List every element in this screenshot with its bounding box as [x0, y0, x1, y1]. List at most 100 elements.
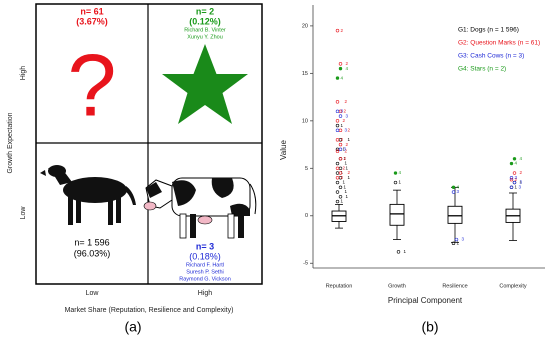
outlier-tag: 4: [520, 156, 523, 161]
matrix-frame: [35, 3, 263, 285]
x-tick-label: Reputation: [326, 283, 353, 289]
outlier: [396, 250, 401, 254]
outlier: [509, 185, 514, 189]
outlier: [335, 109, 340, 114]
outlier-tag: 4: [341, 75, 344, 80]
outlier-tag: 2: [345, 148, 348, 153]
outlier-tag: 2: [343, 118, 346, 123]
outlier-tag: 1: [344, 184, 347, 189]
outlier: [338, 157, 343, 161]
outlier: [335, 28, 340, 33]
y-tick-label: 5: [305, 166, 308, 172]
outlier: [335, 138, 340, 142]
x-axis-title: Principal Component: [388, 296, 463, 305]
y-tick-label: 15: [302, 71, 308, 77]
outlier-tag: 2: [515, 177, 518, 182]
box: [447, 205, 463, 224]
y-tick-label: 20: [302, 23, 308, 29]
outlier: [338, 195, 343, 199]
y-title: Growth Expectation: [7, 112, 14, 173]
quadrant-count: n= 3: [196, 241, 214, 251]
box: [389, 203, 405, 226]
outlier: [338, 147, 343, 152]
outlier-tag: 1: [399, 180, 402, 185]
star-icon: [162, 44, 248, 124]
outlier: [509, 176, 514, 180]
outlier: [335, 190, 340, 194]
cow-icon: [143, 177, 257, 239]
outlier: [335, 100, 340, 104]
caption: (b): [421, 319, 438, 335]
legend-entry: G4: Stars (n = 2): [458, 66, 506, 73]
legend-entry: G3: Cash Cows (n = 3): [458, 53, 524, 60]
outlier-tag: 2: [348, 170, 351, 175]
outlier-tag: 3: [345, 128, 348, 133]
outlier: [338, 142, 343, 147]
outlier-tag: 1: [348, 175, 351, 180]
author: Raymond G. Vickson: [179, 276, 231, 282]
outlier: [393, 171, 398, 175]
question-mark-icon: ?: [68, 35, 117, 134]
outlier: [338, 114, 343, 118]
outlier: [509, 161, 514, 166]
x-tick-label: Growth: [388, 283, 406, 289]
outlier-tag: 4: [457, 184, 460, 189]
outlier: [338, 62, 343, 66]
outlier-tag: 2: [341, 175, 344, 180]
outlier: [451, 185, 456, 189]
outlier-tag: 1: [341, 123, 344, 128]
outlier: [512, 157, 517, 161]
outlier-tag: 2: [346, 61, 349, 66]
outlier: [335, 199, 340, 204]
y-tick-label: 10: [302, 118, 308, 124]
outlier-tag: 4: [399, 170, 402, 175]
outlier: [512, 180, 517, 185]
outlier-tag: 1: [404, 249, 407, 254]
outlier: [335, 76, 340, 80]
y-tick-label: 0: [305, 213, 308, 219]
outlier: [338, 66, 343, 71]
outlier-tag: 1: [515, 184, 518, 189]
outlier-tag: 3: [462, 237, 465, 242]
outlier-tag: 2: [520, 170, 523, 175]
quadrant-share: (0.12%): [189, 16, 221, 26]
outlier: [335, 161, 340, 166]
outlier-tag: 3: [519, 184, 522, 189]
outlier: [335, 149, 340, 153]
y-axis-title: Value: [279, 140, 288, 160]
author: Richard F. Hartl: [186, 262, 224, 268]
x-tick-label: Resilience: [442, 283, 467, 289]
outlier: [338, 185, 343, 189]
outlier-tag: 3: [346, 113, 349, 118]
dog-icon: [40, 165, 136, 225]
x-title: Market Share (Reputation, Resilience and…: [65, 307, 234, 314]
outlier-tag: 2: [344, 109, 347, 114]
quadrant-share: (96.03%): [74, 248, 111, 258]
outlier-tag: 2: [345, 99, 348, 104]
quadrant-share: (0.18%): [189, 251, 221, 261]
outlier-tag: 1: [344, 156, 347, 161]
outlier-tag: 3: [344, 147, 347, 152]
outlier: [335, 180, 340, 185]
matrix-panel: Growth Expectation High Low Low High Mar…: [7, 3, 263, 335]
outlier-tag: 1: [343, 180, 346, 185]
outlier: [335, 119, 340, 123]
outlier-tag: 2: [344, 156, 347, 161]
y-level: Low: [20, 206, 27, 220]
y-tick-label: -5: [303, 261, 308, 267]
outlier-tag: 1: [346, 194, 349, 199]
quadrant-count: n= 1 596: [74, 237, 109, 247]
outlier: [393, 180, 398, 185]
outlier: [335, 123, 340, 128]
quadrant-count: n= 2: [196, 6, 214, 16]
outlier: [509, 178, 514, 182]
author: Xunyu Y. Zhou: [187, 34, 223, 40]
outlier: [335, 166, 340, 171]
outlier-tag: 4: [346, 66, 349, 71]
outlier-tag: 1: [457, 241, 460, 246]
caption: (a): [124, 319, 141, 335]
outlier: [512, 171, 517, 175]
outlier-tag: 2: [346, 142, 349, 147]
outlier: [454, 237, 459, 242]
